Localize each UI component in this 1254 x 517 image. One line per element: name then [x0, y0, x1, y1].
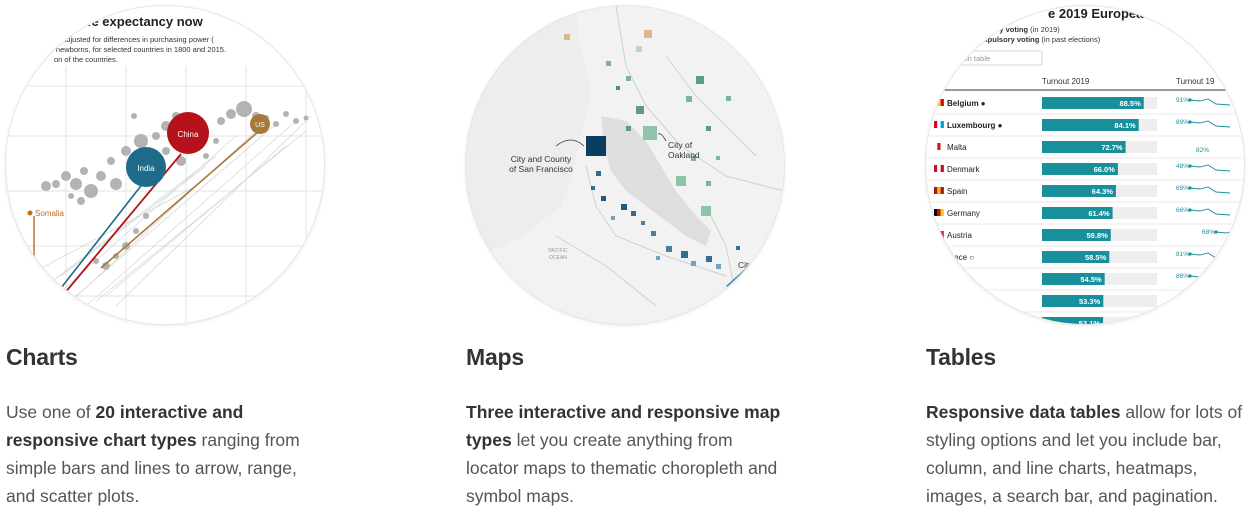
trend-sparkline	[1189, 98, 1231, 106]
trend-sparkline	[1189, 120, 1231, 128]
trend-sparkline	[1189, 252, 1231, 260]
turnout-bar	[1042, 141, 1126, 153]
charts-preview-sub1: son adjusted for differences in purchasi…	[48, 35, 214, 44]
table-search-input[interactable]	[949, 50, 1043, 66]
sf-label-1: City and County	[511, 154, 572, 164]
charts-preview-svg: er life expectancy now son adjusted for …	[6, 14, 324, 324]
china-bubble	[167, 112, 209, 154]
turnout-bar	[1042, 185, 1116, 197]
maps-feature: City and County of San Francisco City of…	[466, 0, 796, 506]
tables-preview-image[interactable]: e 2019 Europea compulsory voting (in 201…	[926, 6, 1244, 324]
trend-sparkline	[1189, 208, 1231, 216]
oakland-label-2: Oakland	[668, 150, 700, 160]
trend-sparkline	[1189, 164, 1231, 172]
turnout-bar	[1042, 295, 1104, 307]
table-country-cell: Spain	[947, 187, 967, 196]
turnout-bar	[1042, 229, 1111, 241]
tables-feature: e 2019 Europea compulsory voting (in 201…	[926, 0, 1254, 506]
turnout-value: 58.5%	[1085, 253, 1107, 262]
turnout-value: 54.5%	[1080, 275, 1102, 284]
turnout-value: 53.3%	[1079, 297, 1101, 306]
table-col-trend: Turnout 19	[1176, 77, 1215, 86]
charts-feature: er life expectancy now son adjusted for …	[6, 0, 336, 506]
table-country-cell: Denmark	[947, 165, 980, 174]
trend-label: 81%	[1176, 251, 1189, 258]
india-bubble	[126, 147, 166, 187]
tables-title: Tables	[926, 344, 996, 370]
svg-text:China: China	[178, 130, 199, 139]
country-flag-icon	[934, 165, 944, 172]
ocean-label-2: OCEAN	[549, 255, 567, 261]
maps-preview-image[interactable]: City and County of San Francisco City of…	[466, 6, 784, 324]
turnout-value: 59.8%	[1086, 231, 1108, 240]
turnout-bar	[1042, 317, 1104, 324]
trend-label: 82%	[1196, 147, 1209, 154]
trend-sparkline	[1189, 186, 1231, 194]
maps-preview-svg: City and County of San Francisco City of…	[466, 6, 784, 324]
country-flag-icon	[934, 121, 944, 128]
trend-label: 48%	[1176, 163, 1189, 170]
somalia-label: Somalia	[35, 209, 64, 218]
trend-label: 69%	[1176, 185, 1189, 192]
trend-sparkline	[1215, 230, 1244, 237]
turnout-value: 72.7%	[1101, 143, 1123, 152]
turnout-value: 64.3%	[1092, 187, 1114, 196]
sf-label-2: of San Francisco	[509, 164, 573, 174]
country-flag-icon	[934, 143, 944, 150]
maps-title: Maps	[466, 344, 524, 370]
trend-label: 86%	[1176, 273, 1189, 280]
tables-preview-heading: e 2019 Europea	[1048, 6, 1144, 21]
tables-description: Responsive data tables allow for lots of…	[926, 402, 1243, 506]
turnout-bar	[1042, 251, 1110, 263]
country-flag-icon	[934, 209, 944, 216]
us-bubble	[250, 114, 270, 134]
charts-preview-image[interactable]: er life expectancy now son adjusted for …	[6, 6, 324, 324]
charts-preview-heading: er life expectancy now	[64, 14, 204, 29]
svg-text:compulsory voting (in 2019): compulsory voting (in 2019)	[961, 25, 1060, 34]
turnout-bar	[1042, 273, 1105, 285]
trend-sparkline	[1189, 274, 1231, 282]
country-flag-icon	[934, 187, 944, 194]
turnout-bar	[1042, 207, 1113, 219]
oakland-label-1: City of	[668, 140, 693, 150]
charts-preview-sub3: on of the countries.	[54, 55, 118, 64]
trend-label: 91%	[1176, 97, 1189, 104]
table-country-cell: Luxembourg ●	[947, 121, 1003, 130]
table-col-country: ntry	[936, 77, 949, 86]
trend-label: 68%	[1202, 229, 1215, 236]
charts-preview-sub2: cy of newborns, for selected countries i…	[38, 45, 226, 54]
map-edge-label: City	[738, 260, 753, 270]
turnout-value: 84.1%	[1114, 121, 1136, 130]
country-flag-icon	[934, 231, 944, 238]
country-flag-icon	[934, 99, 944, 106]
charts-description: Use one of 20 interactive and responsive…	[6, 402, 300, 506]
tables-preview-svg: e 2019 Europea compulsory voting (in 201…	[926, 6, 1244, 324]
table-col-turnout: Turnout 2019	[1042, 77, 1090, 86]
table-country-cell: reece ○	[947, 253, 974, 262]
table-country-cell: Austria	[947, 231, 972, 240]
svg-text:on compulsory voting (in past: on compulsory voting (in past elections)	[961, 35, 1101, 44]
trend-label: 66%	[1176, 207, 1189, 214]
table-country-cell: Malta	[947, 143, 967, 152]
svg-text:US: US	[255, 122, 265, 129]
table-country-cell: Germany	[947, 209, 980, 218]
turnout-bar	[1042, 163, 1118, 175]
turnout-value: 53.1%	[1079, 319, 1101, 324]
trend-label: 89%	[1176, 119, 1189, 126]
turnout-bar	[1042, 119, 1139, 131]
svg-text:India: India	[137, 164, 155, 173]
ocean-label-1: PACIFIC	[548, 248, 568, 254]
table-country-cell: Belgium ●	[947, 99, 986, 108]
table-search-placeholder: ch in table	[956, 54, 990, 63]
turnout-bar	[1042, 97, 1144, 109]
charts-title: Charts	[6, 344, 78, 370]
turnout-value: 88.5%	[1119, 99, 1141, 108]
maps-description: Three interactive and responsive map typ…	[466, 402, 781, 506]
turnout-value: 61.4%	[1088, 209, 1110, 218]
turnout-value: 66.0%	[1094, 165, 1116, 174]
